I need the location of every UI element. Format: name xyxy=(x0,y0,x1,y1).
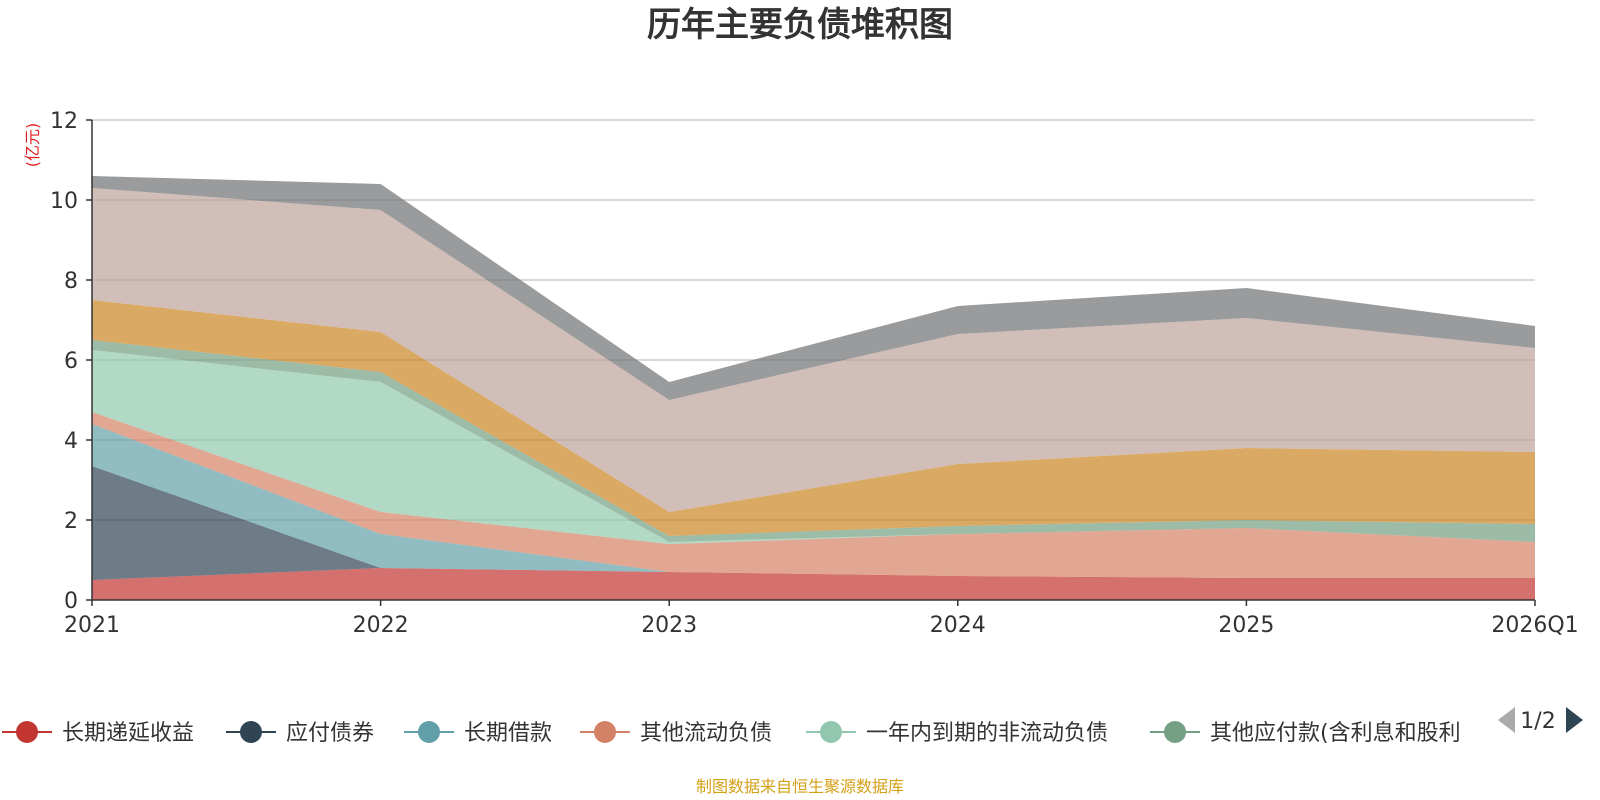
x-tick-labels: 2021 2022 2023 2024 2025 2026Q1 xyxy=(64,613,1579,638)
x-tick-label: 2024 xyxy=(930,613,986,638)
y-tick-label: 10 xyxy=(50,189,78,214)
legend-item[interactable]: 长期借款 xyxy=(404,721,552,746)
y-tick-label: 12 xyxy=(50,109,78,134)
area-应付债券 xyxy=(92,466,1535,580)
legend-item[interactable]: 长期递延收益 xyxy=(2,721,194,746)
y-tick-label: 2 xyxy=(64,509,78,534)
legend-label: 长期借款 xyxy=(464,721,552,746)
legend-label: 其他应付款(含利息和股利 xyxy=(1210,721,1461,746)
area-一年内到期的非流动负债 xyxy=(92,350,1535,544)
x-tick-label: 2022 xyxy=(353,613,409,638)
legend-item[interactable]: 其他应付款(含利息和股利 xyxy=(1150,721,1461,746)
x-tick-label: 2025 xyxy=(1218,613,1274,638)
legend-next-icon[interactable] xyxy=(1566,707,1583,733)
legend-label: 应付债券 xyxy=(286,721,374,746)
area-系列9 xyxy=(92,176,1535,400)
legend-pager: 1/2 xyxy=(1498,707,1583,734)
y-tick-label: 6 xyxy=(64,349,78,374)
legend-marker-icon xyxy=(1164,721,1186,743)
x-tick-label: 2023 xyxy=(641,613,697,638)
legend-page-indicator: 1/2 xyxy=(1520,709,1555,734)
legend-marker-icon xyxy=(820,721,842,743)
legend-marker-icon xyxy=(594,721,616,743)
area-其他应付款(含利息和股利) xyxy=(92,340,1535,542)
area-系列7 xyxy=(92,300,1535,536)
area-其他流动负债 xyxy=(92,412,1535,578)
y-tick-labels: 0 2 4 6 8 10 12 xyxy=(50,109,78,614)
x-tick-label: 2026Q1 xyxy=(1491,613,1578,638)
chart-title: 历年主要负债堆积图 xyxy=(647,5,953,45)
legend-marker-icon xyxy=(418,721,440,743)
legend-item[interactable]: 应付债券 xyxy=(226,721,374,746)
legend-label: 其他流动负债 xyxy=(640,721,772,746)
legend-marker-icon xyxy=(240,721,262,743)
area-长期递延收益 xyxy=(92,568,1535,600)
y-tick-label: 8 xyxy=(64,269,78,294)
area-系列8 xyxy=(92,188,1535,512)
legend: 长期递延收益 应付债券 长期借款 其他流动负债 一年内到期的非流动负债 其他应付款(含利息… xyxy=(2,721,1461,746)
area-series xyxy=(92,176,1535,600)
axes xyxy=(86,119,1536,606)
legend-label: 一年内到期的非流动负债 xyxy=(866,721,1108,746)
legend-marker-icon xyxy=(16,721,38,743)
legend-item[interactable]: 一年内到期的非流动负债 xyxy=(806,721,1108,746)
data-source-note: 制图数据来自恒生聚源数据库 xyxy=(696,777,904,796)
legend-item[interactable]: 其他流动负债 xyxy=(580,721,772,746)
y-tick-label: 0 xyxy=(64,589,78,614)
legend-label: 长期递延收益 xyxy=(62,721,194,746)
legend-prev-icon[interactable] xyxy=(1498,707,1515,733)
x-tick-label: 2021 xyxy=(64,613,120,638)
y-axis-unit: (亿元) xyxy=(23,123,42,168)
y-tick-label: 4 xyxy=(64,429,78,454)
